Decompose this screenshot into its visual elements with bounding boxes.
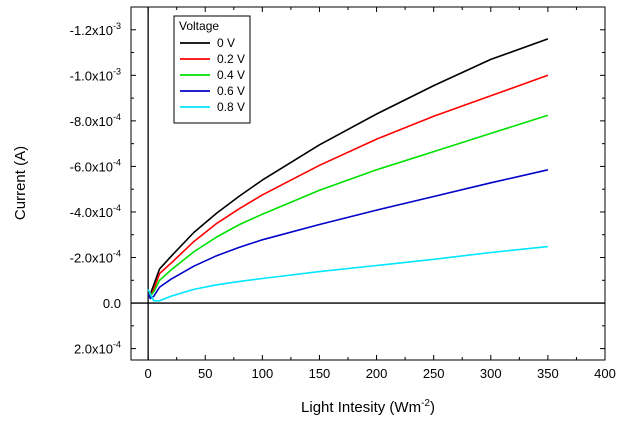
x-tick-label: 50 xyxy=(198,366,212,381)
y-tick-label: 0.0 xyxy=(103,296,121,311)
y-tick-label: -1.0x10-3 xyxy=(70,66,121,83)
legend-box xyxy=(173,15,251,124)
y-tick-label: -1.2x10-3 xyxy=(70,21,121,38)
y-axis-title: Current (A) xyxy=(12,146,29,220)
x-axis-title: Light Intesity (Wm-2) xyxy=(301,398,435,416)
legend-label: 0.4 V xyxy=(217,68,245,82)
x-tick-label: 400 xyxy=(594,366,616,381)
x-tick-label: 350 xyxy=(537,366,559,381)
legend-label: 0 V xyxy=(217,36,235,50)
legend-title: Voltage xyxy=(179,19,219,33)
series-line xyxy=(147,245,548,302)
x-tick-label: 100 xyxy=(251,366,273,381)
legend: Voltage 0 V 0.2 V 0.4 V 0.6 V 0.8 V xyxy=(173,15,251,124)
y-tick-label: -6.0x10-4 xyxy=(70,157,121,174)
x-tick-label: 300 xyxy=(480,366,502,381)
x-axis-title-superscript: -2 xyxy=(421,398,430,409)
y-tick-label: 2.0x10-4 xyxy=(74,340,121,357)
x-tick-label: 200 xyxy=(366,366,388,381)
x-tick-label: 250 xyxy=(423,366,445,381)
series-line xyxy=(147,114,549,298)
x-tick-label: 0 xyxy=(145,366,152,381)
y-tick-label: -8.0x10-4 xyxy=(70,112,121,129)
y-tick-label: -2.0x10-4 xyxy=(70,249,121,266)
x-tick-label: 150 xyxy=(309,366,331,381)
y-tick-label: -4.0x10-4 xyxy=(70,203,121,220)
series-line xyxy=(148,38,549,295)
legend-label: 0.8 V xyxy=(217,100,245,114)
legend-items: 0 V 0.2 V 0.4 V 0.6 V 0.8 V xyxy=(180,36,245,114)
y-axis: 2.0x10-4 0.0 -2.0x10-4 -4.0x10-4 -6.0x10-4 -8… xyxy=(70,6,605,357)
plot-frame xyxy=(130,6,606,361)
series-line xyxy=(147,169,549,300)
legend-label: 0.6 V xyxy=(217,84,245,98)
zero-lines-layer xyxy=(131,7,605,360)
x-axis: 0 50 100 150 200 250 300 350 400 xyxy=(145,7,616,381)
series-line xyxy=(147,74,549,298)
series-layer xyxy=(147,38,549,302)
legend-label: 0.2 V xyxy=(217,52,245,66)
